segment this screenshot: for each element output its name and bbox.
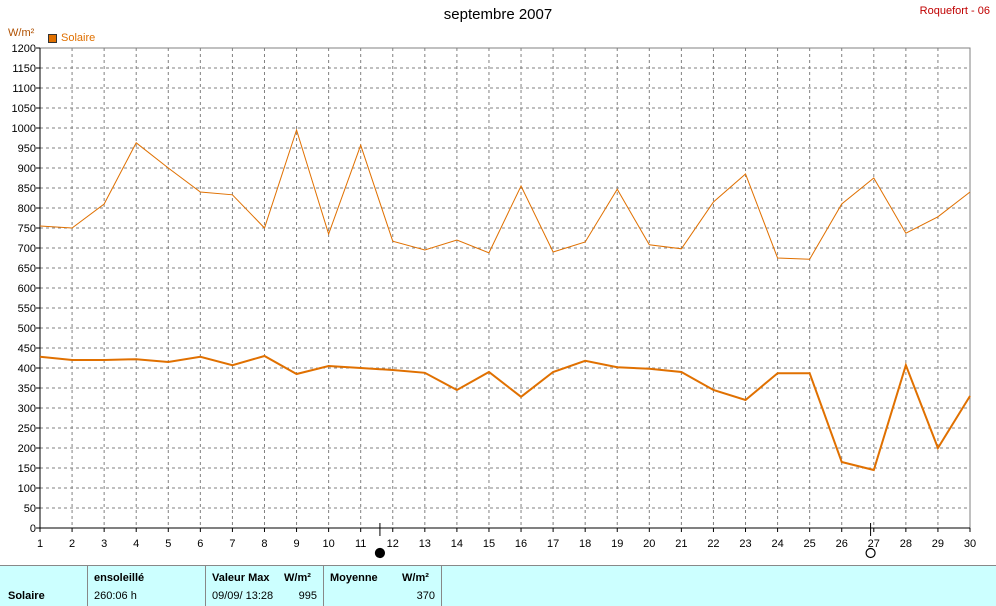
max-date: 09/09/ 13:28 xyxy=(212,590,273,602)
y-tick-label: 900 xyxy=(18,163,36,175)
y-tick-label: 1150 xyxy=(12,63,36,75)
x-tick-label: 9 xyxy=(293,538,299,550)
y-tick-label: 650 xyxy=(18,263,36,275)
y-tick-label: 350 xyxy=(18,383,36,395)
y-tick-label: 950 xyxy=(18,143,36,155)
x-tick-label: 21 xyxy=(675,538,687,550)
max-unit: W/m² xyxy=(284,572,311,584)
y-tick-label: 400 xyxy=(18,363,36,375)
x-tick-label: 16 xyxy=(515,538,527,550)
y-tick-label: 550 xyxy=(18,303,36,315)
x-tick-label: 24 xyxy=(771,538,783,550)
full-moon-icon xyxy=(866,549,875,558)
legend-label: Solaire xyxy=(61,32,95,44)
x-tick-label: 19 xyxy=(611,538,623,550)
x-tick-label: 20 xyxy=(643,538,655,550)
footer-row-label: Solaire xyxy=(8,590,45,602)
station-name: Roquefort - 06 xyxy=(920,5,990,17)
x-tick-label: 15 xyxy=(483,538,495,550)
x-tick-label: 18 xyxy=(579,538,591,550)
x-tick-label: 26 xyxy=(836,538,848,550)
x-tick-label: 8 xyxy=(261,538,267,550)
avg-value: 370 xyxy=(417,590,435,602)
footer-row-label-cell: Solaire xyxy=(0,566,88,606)
y-tick-label: 100 xyxy=(18,483,36,495)
x-tick-label: 12 xyxy=(387,538,399,550)
x-tick-label: 5 xyxy=(165,538,171,550)
y-tick-label: 500 xyxy=(18,323,36,335)
y-axis-ticks: 0 50 100 150 200 250 300 350 400 450 500 550 600 650 7… xyxy=(12,43,40,535)
solar-line-chart: 0 50 100 150 200 250 300 350 400 450 500 550 600 650 7… xyxy=(0,0,996,565)
summary-footer: Solaire ensoleillé 260:06 h Valeur Max W… xyxy=(0,565,996,606)
x-tick-label: 3 xyxy=(101,538,107,550)
y-tick-label: 450 xyxy=(18,343,36,355)
x-tick-label: 28 xyxy=(900,538,912,550)
y-tick-label: 1000 xyxy=(12,123,36,135)
chart-title: septembre 2007 xyxy=(0,6,996,23)
x-tick-label: 17 xyxy=(547,538,559,550)
footer-max-cell: Valeur Max W/m² 09/09/ 13:28 995 xyxy=(206,566,324,606)
x-tick-label: 1 xyxy=(37,538,43,550)
y-tick-label: 800 xyxy=(18,203,36,215)
y-tick-label: 1050 xyxy=(12,103,36,115)
avg-label: Moyenne xyxy=(330,572,378,584)
x-tick-label: 2 xyxy=(69,538,75,550)
y-tick-label: 1100 xyxy=(12,83,36,95)
y-tick-label: 600 xyxy=(18,283,36,295)
legend: Solaire xyxy=(48,32,95,44)
x-tick-label: 29 xyxy=(932,538,944,550)
y-tick-label: 250 xyxy=(18,423,36,435)
y-tick-label: 300 xyxy=(18,403,36,415)
max-value: 995 xyxy=(299,590,317,602)
sunshine-value: 260:06 h xyxy=(94,590,137,602)
legend-swatch-icon xyxy=(48,34,57,43)
x-tick-label: 30 xyxy=(964,538,976,550)
y-tick-label: 0 xyxy=(30,523,36,535)
x-tick-label: 22 xyxy=(707,538,719,550)
x-tick-label: 23 xyxy=(739,538,751,550)
y-tick-label: 50 xyxy=(24,503,36,515)
x-tick-label: 25 xyxy=(804,538,816,550)
x-tick-label: 6 xyxy=(197,538,203,550)
x-tick-label: 13 xyxy=(419,538,431,550)
max-label: Valeur Max xyxy=(212,572,269,584)
y-tick-label: 850 xyxy=(18,183,36,195)
footer-avg-cell: Moyenne W/m² 370 xyxy=(324,566,442,606)
y-tick-label: 1200 xyxy=(12,43,36,55)
x-tick-label: 4 xyxy=(133,538,139,550)
new-moon-icon xyxy=(375,549,384,558)
avg-unit: W/m² xyxy=(402,572,429,584)
x-tick-label: 14 xyxy=(451,538,463,550)
y-tick-label: 200 xyxy=(18,443,36,455)
x-tick-label: 10 xyxy=(322,538,334,550)
sunshine-label: ensoleillé xyxy=(94,572,144,584)
footer-sunshine-cell: ensoleillé 260:06 h xyxy=(88,566,206,606)
y-tick-label: 700 xyxy=(18,243,36,255)
x-tick-label: 11 xyxy=(355,538,366,550)
x-tick-label: 7 xyxy=(229,538,235,550)
y-tick-label: 750 xyxy=(18,223,36,235)
y-axis-unit: W/m² xyxy=(8,27,34,39)
y-tick-label: 150 xyxy=(18,463,36,475)
